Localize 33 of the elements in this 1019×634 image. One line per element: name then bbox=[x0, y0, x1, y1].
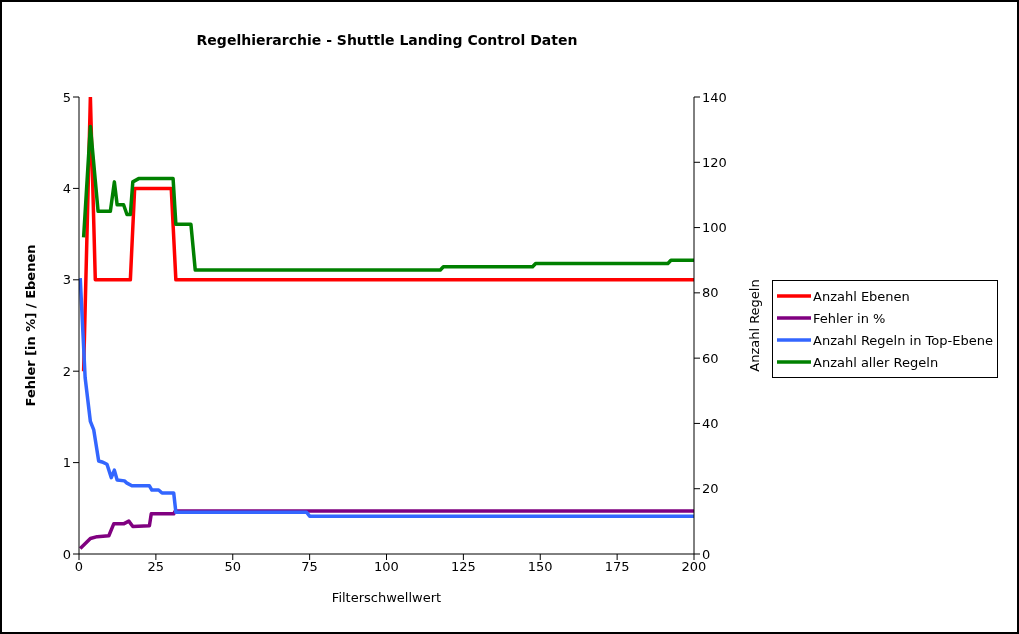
y-tick-label: 1 bbox=[62, 455, 71, 471]
x-axis-title: Filterschwellwert bbox=[331, 590, 442, 605]
x-tick-label: 125 bbox=[450, 559, 476, 575]
x-tick-label: 200 bbox=[681, 559, 707, 575]
y-axis-title: Fehler [in %] / Ebenen bbox=[22, 244, 38, 407]
legend-label: Anzahl Regeln in Top-Ebene bbox=[813, 332, 993, 348]
line-series bbox=[81, 124, 694, 272]
y2-tick-label: 80 bbox=[702, 285, 719, 301]
y-tick-label: 5 bbox=[62, 89, 71, 105]
x-tick-label: 100 bbox=[374, 559, 399, 575]
x-tick-label: 175 bbox=[604, 559, 630, 575]
legend-label: Fehler in % bbox=[813, 310, 886, 326]
legend-label: Anzahl Ebenen bbox=[813, 288, 910, 304]
chart-title: Regelhierarchie - Shuttle Landing Control Daten bbox=[195, 32, 579, 48]
y-tick-label: 0 bbox=[62, 546, 71, 562]
x-tick-label: 150 bbox=[527, 559, 553, 575]
y2-axis-title: Anzahl Regeln bbox=[746, 279, 762, 372]
line-series bbox=[79, 276, 694, 518]
y2-tick-label: 0 bbox=[702, 546, 711, 562]
y2-tick-label: 100 bbox=[702, 220, 727, 236]
x-tick-label: 25 bbox=[147, 559, 165, 575]
x-tick-label: 0 bbox=[74, 559, 84, 575]
y2-tick-label: 120 bbox=[702, 154, 727, 170]
legend-label: Anzahl aller Regeln bbox=[813, 354, 939, 370]
x-tick-label: 75 bbox=[301, 559, 318, 575]
y2-tick-label: 40 bbox=[702, 416, 719, 432]
y2-tick-label: 140 bbox=[702, 89, 727, 105]
y-tick-label: 4 bbox=[62, 181, 71, 197]
y-tick-label: 2 bbox=[62, 363, 71, 379]
y2-tick-label: 20 bbox=[702, 481, 719, 497]
y2-tick-label: 60 bbox=[702, 350, 719, 366]
y-tick-label: 3 bbox=[62, 272, 71, 288]
x-tick-label: 50 bbox=[224, 559, 242, 575]
